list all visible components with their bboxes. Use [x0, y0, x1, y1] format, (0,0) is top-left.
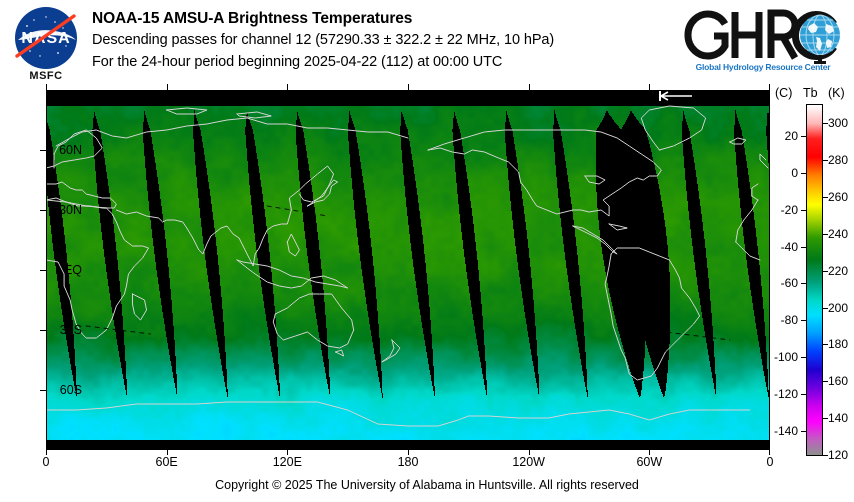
colorbar-gradient [807, 105, 822, 455]
colorbar-celsius-tick [801, 172, 806, 174]
brightness-temperature-raster [46, 90, 770, 450]
longitude-tick-label: 60E [155, 455, 178, 469]
colorbar-celsius-tick [801, 393, 806, 395]
latitude-tick-label: EQ [63, 263, 82, 277]
title-block: NOAA-15 AMSU-A Brightness Temperatures D… [92, 8, 672, 73]
colorbar-celsius-label: 20 [784, 129, 798, 144]
colorbar-kelvin-label: 240 [828, 226, 849, 241]
colorbar-kelvin-header: (K) [828, 86, 845, 100]
latitude-tick-label: 60N [59, 143, 82, 157]
svg-text:NASA: NASA [21, 30, 70, 47]
copyright-notice: Copyright © 2025 The University of Alaba… [215, 478, 639, 492]
colorbar-celsius-label: -20 [780, 202, 798, 217]
colorbar-kelvin-label: 260 [828, 190, 849, 205]
colorbar-kelvin-tick [823, 270, 828, 272]
colorbar-celsius-tick [801, 430, 806, 432]
colorbar-kelvin-label: 300 [828, 116, 849, 131]
colorbar-kelvin-tick [823, 233, 828, 235]
longitude-tick-label: 120E [272, 455, 302, 469]
colorbar-kelvin-tick [823, 344, 828, 346]
longitude-tick-mark [46, 450, 47, 455]
latitude-tick-mark [40, 150, 46, 151]
colorbar-kelvin-tick [823, 381, 828, 383]
latitude-tick-label: 60S [59, 383, 82, 397]
ghrc-subtitle: Global Hydrology Resource Center [695, 62, 831, 72]
colorbar-kelvin-label: 120 [828, 448, 849, 462]
colorbar-kelvin-label: 180 [828, 337, 849, 352]
colorbar-celsius-label: -120 [773, 386, 798, 401]
map-border [46, 90, 770, 450]
colorbar-quantity-header: Tb [803, 86, 818, 100]
colorbar-kelvin-label: 220 [828, 263, 849, 278]
title-subtitle-period: For the 24-hour period beginning 2025-04… [92, 54, 503, 70]
nasa-logo: NASA MSFC [10, 6, 82, 84]
longitude-tick-label: 180 [397, 455, 419, 469]
longitude-tick-mark [166, 450, 168, 455]
colorbar-celsius-tick [801, 209, 806, 211]
colorbar-kelvin-tick [823, 418, 828, 420]
colorbar-kelvin-tick [823, 123, 828, 125]
colorbar-kelvin-label: 160 [828, 374, 849, 389]
colorbar-celsius-tick [801, 283, 806, 285]
longitude-top-tick-mark [46, 84, 47, 90]
ghrc-logo: Global Hydrology Resource Center [683, 6, 843, 78]
colorbar-celsius-label: -60 [780, 276, 798, 291]
latitude-tick-mark [40, 270, 46, 271]
longitude-top-tick-mark [287, 84, 289, 90]
colorbar-kelvin-label: 140 [828, 411, 849, 426]
longitude-tick-mark [528, 450, 530, 455]
colorbar-kelvin-tick [823, 455, 828, 456]
colorbar-celsius-tick [801, 357, 806, 359]
longitude-tick-label: 0 [42, 455, 50, 469]
colorbar-kelvin-tick [823, 307, 828, 309]
ghrc-wordmark-icon [684, 9, 840, 65]
latitude-tick-label: 30S [59, 323, 82, 337]
latitude-tick-mark [40, 210, 46, 211]
latitude-tick-mark [40, 390, 46, 391]
colorbar-kelvin-tick [823, 160, 828, 162]
longitude-tick-label: 0 [766, 455, 774, 469]
colorbar-celsius-label: -140 [773, 423, 798, 438]
longitude-top-tick-mark [649, 84, 651, 90]
longitude-tick-mark [287, 450, 289, 455]
longitude-top-tick-mark [528, 84, 530, 90]
colorbar-kelvin-label: 280 [828, 153, 849, 168]
colorbar-kelvin-label: 200 [828, 300, 849, 315]
nasa-meatball-icon: NASA [15, 7, 77, 69]
page-title: NOAA-15 AMSU-A Brightness Temperatures [92, 10, 413, 27]
colorbar-celsius-tick [801, 246, 806, 248]
longitude-tick-mark [649, 450, 651, 455]
colorbar[interactable] [806, 104, 823, 456]
colorbar-celsius-label: -100 [773, 350, 798, 365]
latitude-tick-label: 30N [59, 203, 82, 217]
longitude-tick-label: 120W [512, 455, 545, 469]
title-subtitle-channel: Descending passes for channel 12 (57290.… [92, 32, 555, 48]
longitude-top-tick-mark [769, 84, 770, 90]
longitude-top-tick-mark [166, 84, 168, 90]
colorbar-celsius-tick [801, 136, 806, 138]
colorbar-celsius-label: -40 [780, 239, 798, 254]
colorbar-kelvin-tick [823, 197, 828, 199]
descending-node-arrow-icon [659, 91, 692, 101]
nasa-center-label: MSFC [29, 70, 63, 82]
latitude-tick-mark [40, 330, 46, 331]
colorbar-celsius-label: -80 [780, 313, 798, 328]
map-image [46, 90, 770, 450]
longitude-tick-mark [769, 450, 770, 455]
longitude-tick-mark [408, 450, 409, 455]
colorbar-celsius-header: (C) [775, 86, 793, 100]
colorbar-celsius-label: 0 [791, 165, 798, 180]
colorbar-celsius-tick [801, 320, 806, 322]
longitude-top-tick-mark [408, 84, 409, 90]
longitude-tick-label: 60W [636, 455, 663, 469]
map-panel[interactable] [46, 90, 770, 450]
